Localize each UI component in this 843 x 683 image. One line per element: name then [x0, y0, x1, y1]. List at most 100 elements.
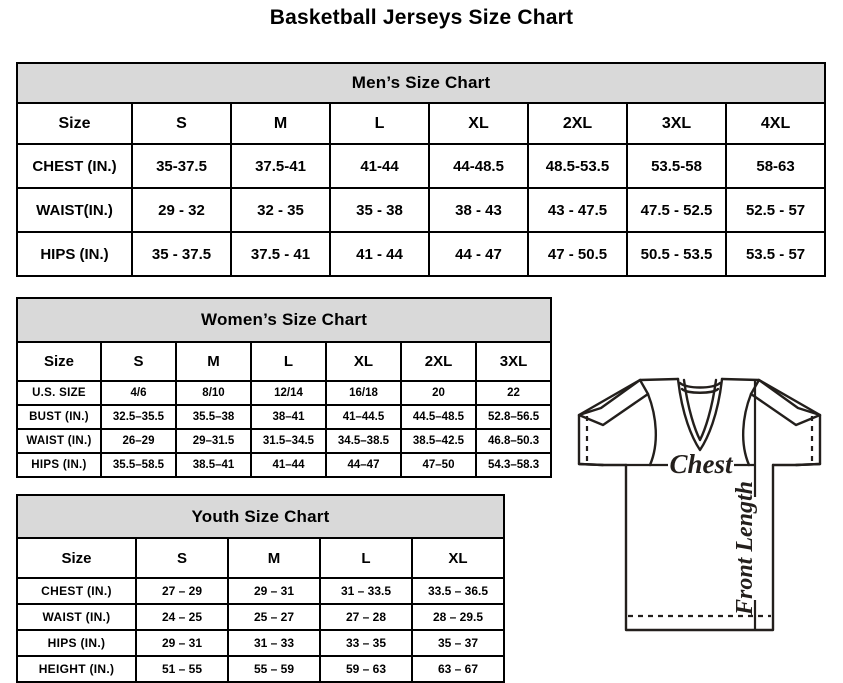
mens-row-label: CHEST (IN.): [16, 143, 133, 189]
womens-caption-row: Women’s Size Chart: [15, 297, 553, 343]
youth-cell: 35 – 37: [410, 629, 506, 657]
page-title: Basketball Jerseys Size Chart: [269, 6, 574, 29]
womens-cell: 34.5–38.5: [325, 428, 402, 454]
left-sleeve-cuff-panel: [577, 378, 650, 427]
table-row: HEIGHT (IN.) 51 – 55 55 – 59 59 – 63 63 …: [16, 655, 506, 683]
womens-cell: 20: [400, 380, 477, 406]
v-neck-inner-rib-2: [680, 387, 720, 394]
youth-row-label: WAIST (IN.): [16, 603, 137, 631]
v-neck-inner-rib-3: [678, 381, 722, 389]
womens-cell: 47–50: [400, 452, 477, 478]
mens-row-label: HIPS (IN.): [16, 231, 133, 277]
mens-col-header: 2XL: [527, 102, 628, 145]
youth-cell: 59 – 63: [319, 655, 413, 683]
youth-cell: 29 – 31: [135, 629, 229, 657]
v-neck-inner-rib-1: [682, 378, 718, 442]
womens-row-label: U.S. SIZE: [16, 380, 102, 406]
mens-cell: 50.5 - 53.5: [626, 231, 727, 277]
table-row: HIPS (IN.) 35 - 37.5 37.5 - 41 41 - 44 4…: [16, 231, 827, 277]
womens-cell: 29–31.5: [175, 428, 252, 454]
youth-cell: 51 – 55: [135, 655, 229, 683]
womens-cell: 35.5–58.5: [100, 452, 177, 478]
womens-col-header: Size: [16, 341, 102, 382]
womens-cell: 22: [474, 380, 553, 406]
mens-cell: 35-37.5: [131, 143, 232, 189]
womens-cell: 35.5–38: [175, 404, 252, 430]
mens-cell: 53.5 - 57: [724, 231, 827, 277]
womens-cell: 26–29: [100, 428, 177, 454]
womens-cell: 4/6: [100, 380, 177, 406]
youth-cell: 63 – 67: [410, 655, 506, 683]
youth-cell: 25 – 27: [227, 603, 321, 631]
youth-cell: 28 – 29.5: [410, 603, 506, 631]
womens-row-label: HIPS (IN.): [16, 452, 102, 478]
mens-cell: 32 - 35: [230, 187, 331, 233]
youth-col-header: XL: [410, 537, 506, 579]
womens-cell: 31.5–34.5: [250, 428, 327, 454]
mens-cell: 44 - 47: [428, 231, 529, 277]
womens-cell: 32.5–35.5: [100, 404, 177, 430]
left-armhole-seam: [646, 392, 658, 467]
youth-row-label: HEIGHT (IN.): [16, 655, 137, 683]
right-shoulder-line: [720, 377, 761, 382]
youth-col-header: M: [227, 537, 321, 579]
womens-cell: 46.8–50.3: [474, 428, 553, 454]
front-length-measurement-label: Front Length: [732, 481, 758, 616]
mens-col-header: 4XL: [724, 102, 827, 145]
table-row: BUST (IN.) 32.5–35.5 35.5–38 38–41 41–44…: [16, 404, 553, 430]
womens-cell: 54.3–58.3: [474, 452, 553, 478]
youth-cell: 31 – 33: [227, 629, 321, 657]
right-sleeve-cuff-panel: [749, 378, 822, 427]
youth-cell: 31 – 33.5: [319, 577, 413, 605]
youth-table-caption: Youth Size Chart: [15, 494, 506, 539]
mens-cell: 41-44: [329, 143, 430, 189]
womens-cell: 41–44.5: [325, 404, 402, 430]
youth-cell: 55 – 59: [227, 655, 321, 683]
womens-col-header: XL: [325, 341, 402, 382]
womens-cell: 52.8–56.5: [474, 404, 553, 430]
mens-cell: 44-48.5: [428, 143, 529, 189]
womens-col-header: L: [250, 341, 327, 382]
mens-table-caption: Men’s Size Chart: [15, 62, 827, 104]
table-row: HIPS (IN.) 35.5–58.5 38.5–41 41–44 44–47…: [16, 452, 553, 478]
womens-col-header: 3XL: [474, 341, 553, 382]
mens-size-chart-table: Men’s Size Chart Size S M L XL 2XL 3XL 4…: [15, 62, 827, 277]
womens-cell: 44–47: [325, 452, 402, 478]
mens-col-header: Size: [16, 102, 133, 145]
youth-caption-row: Youth Size Chart: [15, 494, 506, 539]
womens-table-caption: Women’s Size Chart: [15, 297, 553, 343]
mens-cell: 43 - 47.5: [527, 187, 628, 233]
mens-cell: 41 - 44: [329, 231, 430, 277]
womens-cell: 44.5–48.5: [400, 404, 477, 430]
youth-cell: 33.5 – 36.5: [410, 577, 506, 605]
mens-col-header: L: [329, 102, 430, 145]
table-row: U.S. SIZE 4/6 8/10 12/14 16/18 20 22: [16, 380, 553, 406]
table-row: WAIST (IN.) 24 – 25 25 – 27 27 – 28 28 –…: [16, 603, 506, 631]
womens-col-header: 2XL: [400, 341, 477, 382]
womens-col-header: M: [175, 341, 252, 382]
mens-header-row: Size S M L XL 2XL 3XL 4XL: [16, 102, 827, 145]
mens-cell: 35 - 38: [329, 187, 430, 233]
youth-size-chart-table: Youth Size Chart Size S M L XL CHEST (IN…: [15, 494, 506, 683]
table-row: CHEST (IN.) 35-37.5 37.5-41 41-44 44-48.…: [16, 143, 827, 189]
womens-row-label: BUST (IN.): [16, 404, 102, 430]
mens-cell: 47.5 - 52.5: [626, 187, 727, 233]
mens-cell: 38 - 43: [428, 187, 529, 233]
mens-cell: 48.5-53.5: [527, 143, 628, 189]
jersey-torso-outline: [624, 463, 775, 632]
youth-col-header: L: [319, 537, 413, 579]
youth-cell: 33 – 35: [319, 629, 413, 657]
youth-cell: 29 – 31: [227, 577, 321, 605]
jersey-measurement-diagram: Chest Front Length: [556, 352, 843, 679]
left-sleeve-hem: [577, 462, 628, 467]
mens-col-header: XL: [428, 102, 529, 145]
womens-row-label: WAIST (IN.): [16, 428, 102, 454]
youth-cell: 27 – 28: [319, 603, 413, 631]
right-sleeve-outline: [757, 378, 822, 467]
table-row: HIPS (IN.) 29 – 31 31 – 33 33 – 35 35 – …: [16, 629, 506, 657]
youth-cell: 24 – 25: [135, 603, 229, 631]
mens-cell: 35 - 37.5: [131, 231, 232, 277]
youth-row-label: CHEST (IN.): [16, 577, 137, 605]
youth-row-label: HIPS (IN.): [16, 629, 137, 657]
left-shoulder-line: [638, 377, 680, 382]
